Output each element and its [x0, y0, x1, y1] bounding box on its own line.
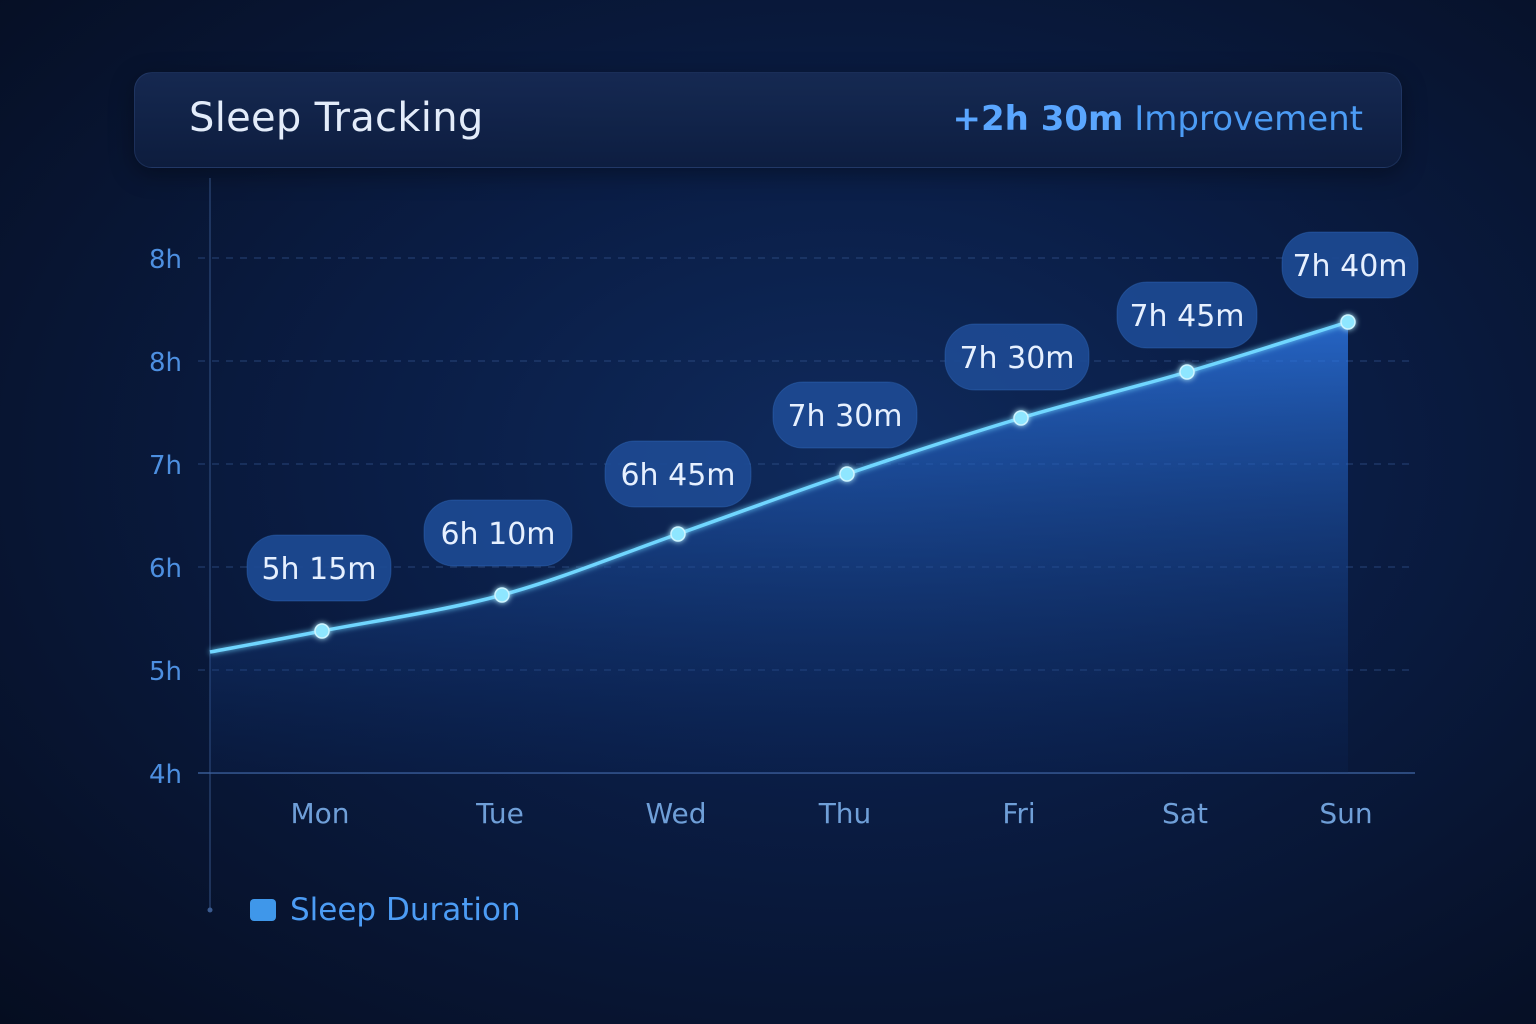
value-label-bg: [944, 323, 1090, 391]
improvement-label: Improvement: [1134, 99, 1363, 139]
x-tick-label: Tue: [475, 797, 524, 830]
value-label-text: 7h 45m: [1129, 299, 1244, 334]
value-label-bg: [604, 440, 752, 508]
value-label-text: 6h 45m: [620, 458, 735, 493]
x-tick-label: Mon: [290, 797, 349, 830]
area-fill: [210, 322, 1348, 773]
x-tick-label: Thu: [818, 797, 872, 830]
y-tick-label: 5h: [149, 657, 182, 687]
legend: Sleep Duration: [250, 892, 521, 928]
data-point-fri[interactable]: [1013, 410, 1029, 426]
value-label-text: 7h 30m: [787, 399, 902, 434]
axis-ticks: 8h 8h 7h 6h 5h 4h Mon Tue Wed Thu Fri Sat Sun: [149, 245, 1373, 830]
value-label-sun: 7h 40m: [1281, 231, 1419, 299]
value-label-bg: [1116, 281, 1258, 349]
y-tick-label: 7h: [149, 451, 182, 481]
value-label-mon: 5h 15m: [246, 534, 392, 602]
data-point-mon[interactable]: [314, 623, 330, 639]
value-label-text: 5h 15m: [261, 552, 376, 587]
improvement-stat: +2h 30m Improvement: [953, 99, 1363, 139]
chart-title: Sleep Tracking: [189, 95, 484, 141]
area-shape: [210, 322, 1348, 773]
value-label-thu: 7h 30m: [772, 381, 918, 449]
legend-label: Sleep Duration: [290, 892, 521, 928]
data-points: [314, 314, 1356, 639]
value-label-bg: [772, 381, 918, 449]
data-point-tue[interactable]: [494, 587, 510, 603]
value-label-text: 7h 40m: [1292, 249, 1407, 284]
value-label-bg: [1281, 231, 1419, 299]
x-tick-label: Sat: [1162, 797, 1208, 830]
y-tick-label: 6h: [149, 554, 182, 584]
value-label-bg: [246, 534, 392, 602]
improvement-value: +2h 30m: [952, 99, 1124, 139]
value-label-text: 6h 10m: [440, 517, 555, 552]
data-point-wed[interactable]: [670, 526, 686, 542]
value-label-bg: [423, 499, 573, 567]
value-label-wed: 6h 45m: [604, 440, 752, 508]
x-tick-label: Wed: [645, 797, 706, 830]
y-tick-label: 8h: [149, 348, 182, 378]
data-point-sun[interactable]: [1340, 314, 1356, 330]
data-point-sat[interactable]: [1179, 364, 1195, 380]
value-label-fri: 7h 30m: [944, 323, 1090, 391]
y-tick-label: 4h: [149, 760, 182, 790]
series-path: [209, 320, 1349, 654]
value-label-tue: 6h 10m: [423, 499, 573, 567]
y-tick-label: 8h: [149, 245, 182, 275]
point-stems: [321, 322, 1349, 783]
x-tick-label: Fri: [1002, 797, 1035, 830]
value-label-sat: 7h 45m: [1116, 281, 1258, 349]
value-label-text: 7h 30m: [959, 341, 1074, 376]
data-point-thu[interactable]: [839, 466, 855, 482]
series-line: [209, 320, 1349, 654]
legend-swatch: [250, 899, 276, 921]
y-axis-end: [207, 907, 213, 913]
data-labels: 5h 15m 6h 10m 6h 45m 7h 30m 7h 30m 7h 45m 7h 4…: [246, 231, 1419, 602]
header-bar: Sleep Tracking +2h 30m Improvement: [134, 72, 1402, 168]
x-tick-label: Sun: [1319, 797, 1372, 830]
